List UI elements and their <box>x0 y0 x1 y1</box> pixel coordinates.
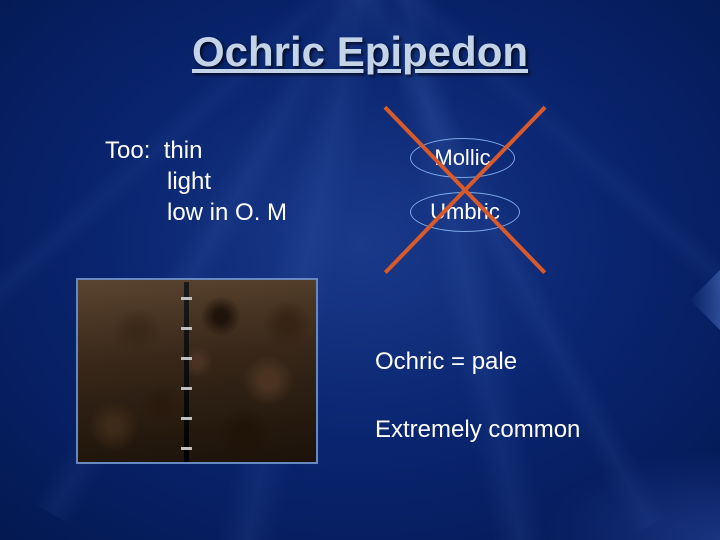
too-block: Too: thin light low in O. M <box>105 135 287 229</box>
mollic-ellipse: Mollic <box>410 138 515 178</box>
too-label: Too: <box>105 137 150 164</box>
too-item-1: light <box>167 166 287 197</box>
too-item-2: low in O. M <box>167 197 287 228</box>
right-edge-accent <box>690 270 720 330</box>
corner-accent <box>540 450 720 540</box>
ellipse-group: Mollic Umbric <box>380 130 570 270</box>
too-item-0: thin <box>164 137 203 164</box>
definition-text: Ochric = pale <box>375 348 517 376</box>
frequency-text: Extremely common <box>375 416 580 444</box>
soil-probe <box>184 282 189 462</box>
slide-title: Ochric Epipedon <box>0 28 720 76</box>
soil-photo <box>76 278 318 464</box>
